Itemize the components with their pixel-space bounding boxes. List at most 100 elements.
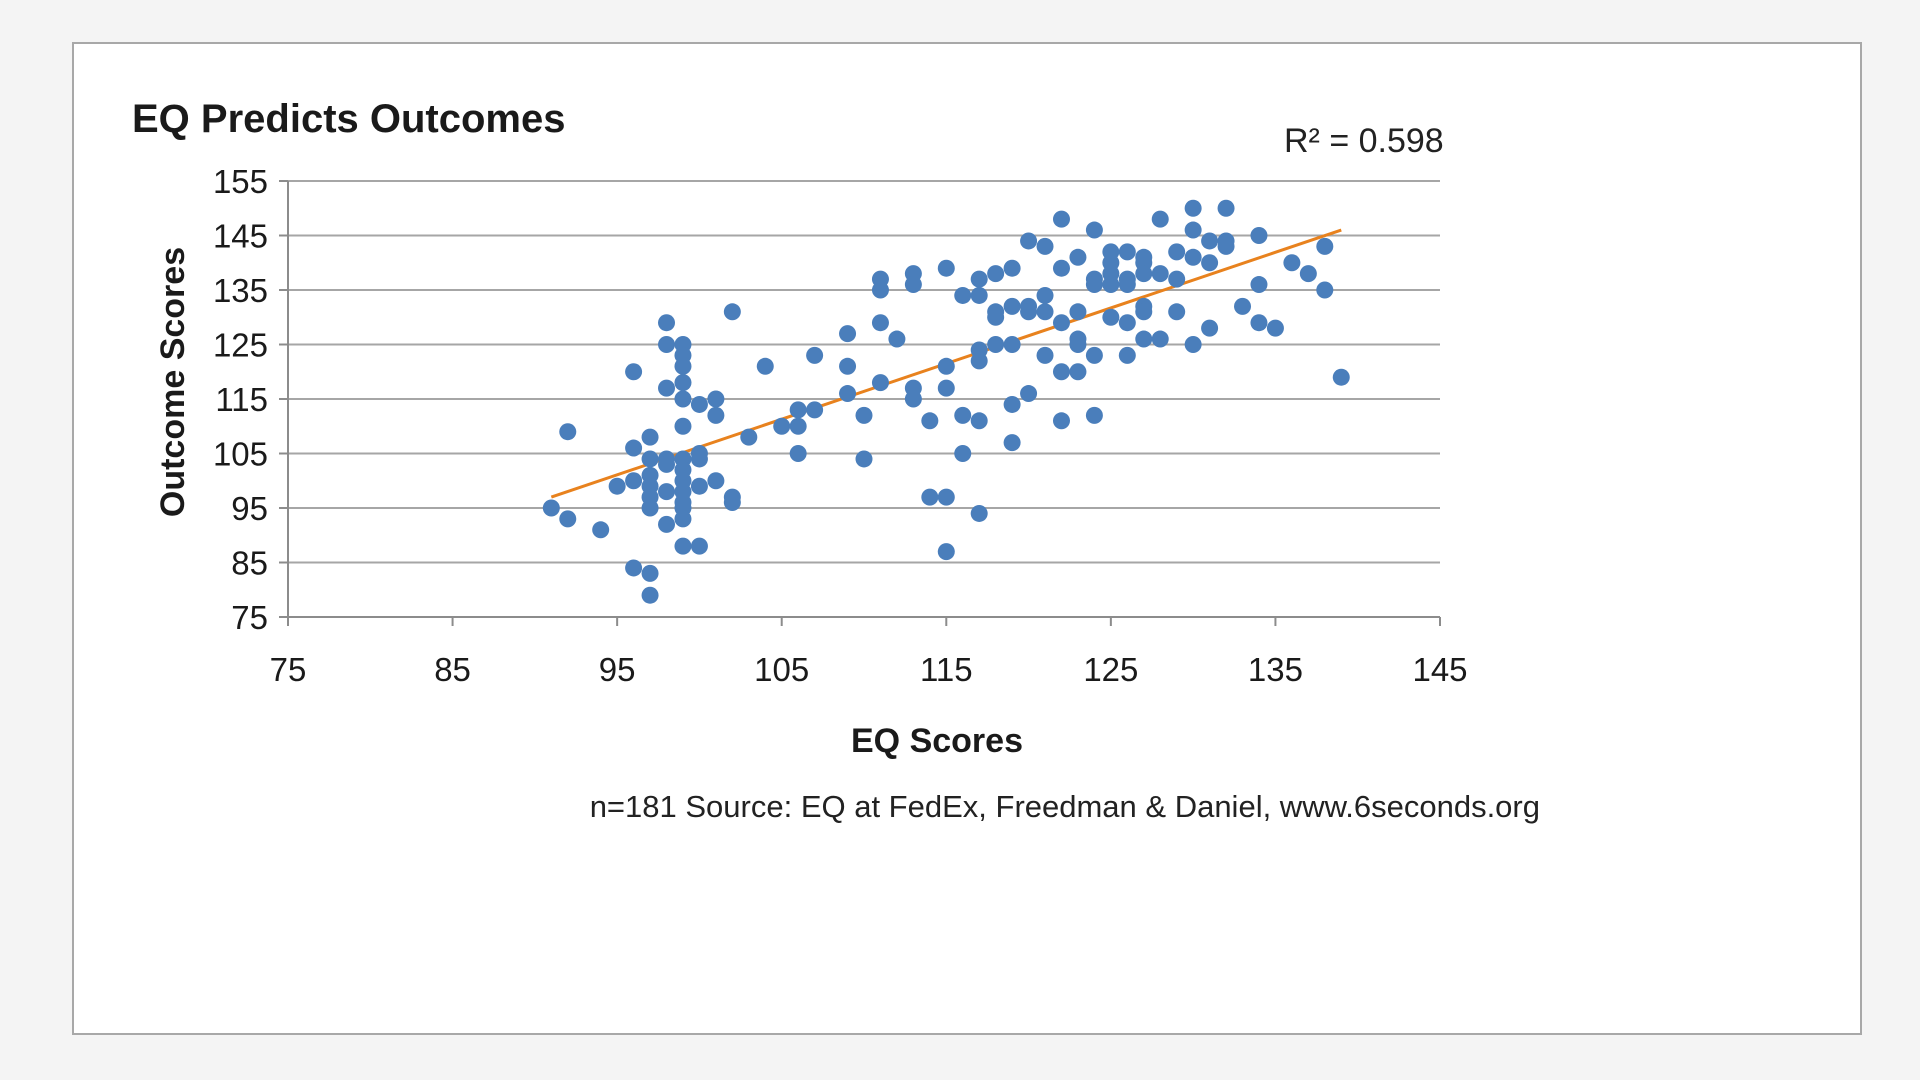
data-point — [674, 537, 692, 555]
data-point — [839, 385, 857, 403]
data-point — [970, 412, 988, 430]
data-point — [839, 325, 857, 343]
grid-lines — [288, 180, 1440, 564]
data-point — [658, 483, 676, 501]
data-point — [641, 428, 659, 446]
data-point — [839, 357, 857, 375]
data-point — [723, 303, 741, 321]
data-point — [542, 499, 560, 517]
data-point — [1283, 254, 1301, 272]
data-point — [1003, 259, 1021, 277]
data-point — [658, 515, 676, 533]
y-tick-label: 135 — [213, 272, 268, 309]
x-tick-label: 145 — [1412, 651, 1467, 688]
data-point — [1069, 248, 1087, 266]
data-point — [806, 346, 824, 364]
data-point — [1168, 303, 1186, 321]
data-point — [723, 494, 741, 512]
y-tick-label: 105 — [213, 436, 268, 473]
data-point — [641, 564, 659, 582]
x-tick-label: 135 — [1248, 651, 1303, 688]
data-point — [674, 417, 692, 435]
data-point — [789, 401, 807, 419]
data-point — [1069, 336, 1087, 353]
data-point — [1250, 314, 1268, 332]
data-point — [740, 428, 758, 446]
data-point — [1069, 303, 1087, 321]
data-point — [1201, 232, 1219, 250]
data-point — [1085, 221, 1103, 239]
data-point — [987, 308, 1005, 326]
data-point — [1332, 368, 1350, 386]
data-point — [1201, 254, 1219, 272]
chart-title: EQ Predicts Outcomes — [132, 97, 565, 141]
data-point — [641, 450, 659, 468]
chart-frame: 155 145 135 125 115 105 95 85 75 75 85 95 105 115 125 1… — [72, 42, 1862, 1035]
data-point — [937, 543, 955, 561]
data-point — [970, 270, 988, 288]
data-point — [1003, 434, 1021, 452]
data-point — [1118, 276, 1136, 294]
source-footnote: n=181 Source: EQ at FedEx, Freedman & Da… — [590, 789, 1540, 824]
data-point — [1299, 265, 1317, 283]
data-point — [1118, 314, 1136, 332]
data-point — [1020, 385, 1038, 403]
data-points — [542, 199, 1350, 604]
data-point — [707, 406, 725, 424]
data-point — [1085, 406, 1103, 424]
data-point — [1316, 237, 1334, 255]
data-point — [1250, 276, 1268, 294]
data-point — [1135, 265, 1153, 283]
data-point — [954, 445, 972, 462]
data-point — [1234, 297, 1252, 315]
data-point — [658, 314, 676, 332]
data-point — [1003, 297, 1021, 315]
data-point — [707, 472, 725, 490]
data-point — [888, 330, 906, 348]
data-point — [559, 510, 577, 528]
data-point — [1168, 270, 1186, 288]
data-point — [1020, 303, 1038, 321]
data-point — [674, 510, 692, 528]
data-point — [1003, 395, 1021, 413]
x-tick-label: 105 — [754, 651, 809, 688]
r-squared-label: R² = 0.598 — [1284, 122, 1444, 160]
data-point — [658, 455, 676, 473]
data-point — [937, 357, 955, 375]
data-point — [1118, 243, 1136, 261]
data-point — [1184, 199, 1202, 217]
data-point — [1316, 281, 1334, 299]
data-point — [1052, 210, 1070, 228]
data-point — [987, 336, 1005, 353]
data-point — [641, 586, 659, 604]
data-point — [1168, 243, 1186, 261]
data-point — [937, 488, 955, 506]
data-point — [707, 390, 725, 408]
data-point — [987, 265, 1005, 283]
data-point — [937, 259, 955, 277]
data-point — [641, 499, 659, 517]
y-tick-label: 145 — [213, 218, 268, 255]
data-point — [1250, 227, 1268, 244]
data-point — [904, 276, 922, 294]
data-point — [1069, 363, 1087, 381]
data-point — [1036, 237, 1054, 255]
data-point — [1003, 336, 1021, 353]
data-point — [871, 281, 889, 299]
data-point — [855, 450, 873, 468]
data-point — [789, 445, 807, 462]
data-point — [1036, 303, 1054, 321]
data-point — [1184, 221, 1202, 239]
axes — [279, 180, 1441, 626]
data-point — [789, 417, 807, 435]
y-tick-label: 115 — [215, 381, 268, 418]
data-point — [690, 450, 708, 468]
y-tick-label: 75 — [231, 599, 268, 636]
data-point — [1085, 346, 1103, 364]
data-point — [937, 379, 955, 397]
x-tick-label: 95 — [599, 651, 636, 688]
data-point — [1184, 248, 1202, 266]
data-point — [592, 521, 610, 539]
